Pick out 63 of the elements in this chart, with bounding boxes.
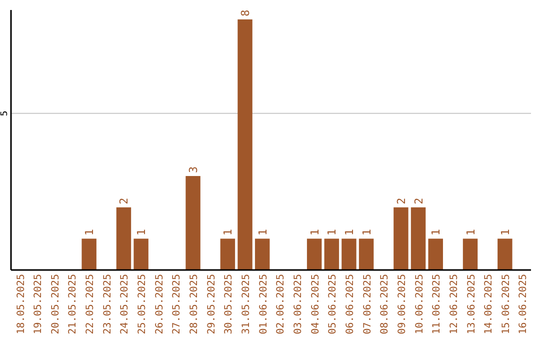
y-tick-label: 5 xyxy=(0,110,10,116)
bar xyxy=(358,238,374,270)
bar xyxy=(462,238,478,270)
x-tick-label: 12.06.2025 xyxy=(448,274,460,334)
data-label: 1 xyxy=(342,229,356,236)
x-tick-label: 06.06.2025 xyxy=(344,274,356,334)
x-tick-label: 29.05.2025 xyxy=(206,274,218,334)
bar xyxy=(254,238,270,270)
data-label: 2 xyxy=(394,198,408,204)
x-tick-label: 11.06.2025 xyxy=(432,274,443,334)
bar xyxy=(306,238,322,270)
x-tick-label: 14.06.2025 xyxy=(484,274,495,334)
x-tick-label: 16.06.2025 xyxy=(518,274,530,334)
data-label: 2 xyxy=(118,198,131,204)
x-tick-label: 09.06.2025 xyxy=(396,274,408,334)
x-tick-label: 01.06.2025 xyxy=(258,274,270,334)
x-tick-label: 03.06.2025 xyxy=(292,274,304,334)
x-tick-label: 07.06.2025 xyxy=(362,274,374,334)
bar xyxy=(394,207,408,270)
data-label: 1 xyxy=(430,229,443,236)
x-tick-label: 23.05.2025 xyxy=(102,274,114,334)
bar xyxy=(342,238,356,270)
data-label: 1 xyxy=(360,229,374,236)
bar xyxy=(134,238,148,270)
data-label: 1 xyxy=(308,229,322,236)
x-tick-label: 27.05.2025 xyxy=(172,274,183,334)
data-label: 8 xyxy=(239,10,252,16)
data-label: 1 xyxy=(135,229,148,236)
x-tick-label: 08.06.2025 xyxy=(380,274,391,334)
data-label: 1 xyxy=(498,229,512,236)
bar xyxy=(186,176,200,270)
x-tick-label: 28.05.2025 xyxy=(189,274,200,334)
x-tick-label: 26.05.2025 xyxy=(154,274,166,334)
x-tick-label: 21.05.2025 xyxy=(68,274,79,334)
bar xyxy=(428,238,443,270)
data-label: 1 xyxy=(83,229,96,236)
x-tick-label: 25.05.2025 xyxy=(137,274,148,334)
data-label: 1 xyxy=(326,229,339,236)
bar xyxy=(116,207,132,270)
data-label: 1 xyxy=(464,229,478,236)
bar xyxy=(498,238,512,270)
x-tick-label: 04.06.2025 xyxy=(310,274,322,334)
x-tick-label: 10.06.2025 xyxy=(414,274,426,334)
x-tick-label: 15.06.2025 xyxy=(500,274,512,334)
x-tick-label: 30.05.2025 xyxy=(224,274,235,334)
x-tick-label: 19.05.2025 xyxy=(33,274,44,334)
x-tick-label: 18.05.2025 xyxy=(16,274,27,334)
x-tick-label: 02.06.2025 xyxy=(276,274,287,334)
x-tick-label: 24.05.2025 xyxy=(120,274,131,334)
data-label: 2 xyxy=(412,198,426,204)
bar xyxy=(324,238,340,270)
data-label: 3 xyxy=(187,166,200,174)
data-label: 1 xyxy=(256,229,270,236)
x-tick-label: 05.06.2025 xyxy=(328,274,339,334)
x-tick-label: 20.05.2025 xyxy=(50,274,62,334)
x-tick-label: 13.06.2025 xyxy=(466,274,478,334)
data-label: 1 xyxy=(222,229,235,236)
x-tick-label: 31.05.2025 xyxy=(241,274,252,334)
bar xyxy=(238,19,252,270)
bar xyxy=(220,238,236,270)
x-tick-label: 22.05.2025 xyxy=(85,274,96,334)
bar xyxy=(82,238,96,270)
bar xyxy=(410,207,426,270)
